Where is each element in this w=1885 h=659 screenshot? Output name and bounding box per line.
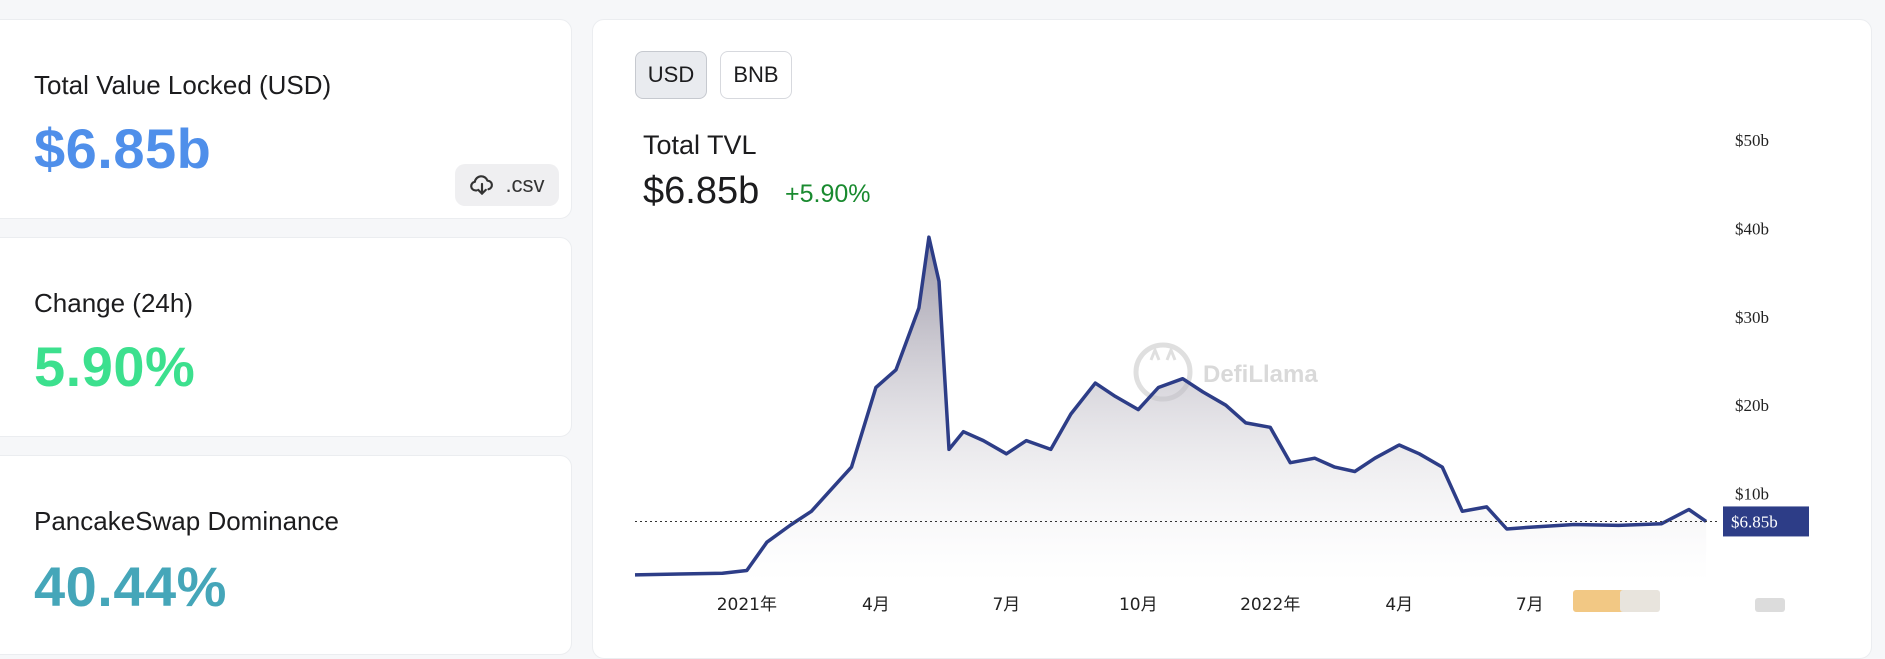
tvl-value: $6.85b: [34, 117, 212, 180]
x-tick-label: 4月: [862, 595, 890, 615]
download-csv-button[interactable]: .csv: [455, 164, 559, 206]
change-value: 5.90%: [34, 335, 196, 398]
change-card: Change (24h) 5.90%: [0, 237, 572, 437]
denomination-usd-button[interactable]: USD: [635, 51, 707, 99]
blurred-overlay: [1755, 598, 1785, 612]
x-axis: 2021年 4月 7月 10月 2022年 4月 7月: [717, 595, 1544, 615]
x-tick-label: 4月: [1385, 595, 1413, 615]
tvl-chart-card: USD BNB Total TVL $6.85b +5.90% DefiLlam…: [592, 19, 1872, 659]
x-tick-label: 2022年: [1240, 595, 1300, 615]
y-tick-label: $10b: [1735, 485, 1769, 504]
x-tick-label: 2021年: [717, 595, 777, 615]
current-value-tag: $6.85b: [1723, 506, 1809, 537]
y-tick-label: $50b: [1735, 131, 1769, 150]
tvl-label: Total Value Locked (USD): [34, 70, 332, 100]
tvl-area-fill: [635, 237, 1707, 582]
tvl-card: Total Value Locked (USD) $6.85b .csv: [0, 19, 572, 219]
blurred-overlay: [1620, 590, 1660, 612]
change-label: Change (24h): [34, 288, 193, 318]
y-tick-label: $20b: [1735, 396, 1769, 415]
denomination-bnb-button[interactable]: BNB: [720, 51, 792, 99]
dominance-value: 40.44%: [34, 555, 227, 618]
cloud-download-icon: [470, 175, 494, 195]
dominance-card: PancakeSwap Dominance 40.44%: [0, 455, 572, 655]
chart-change-percent: +5.90%: [785, 180, 871, 208]
watermark-text: DefiLlama: [1203, 361, 1318, 388]
x-tick-label: 10月: [1119, 595, 1158, 615]
chart-title: Total TVL: [643, 130, 757, 160]
y-axis: $10b $20b $30b $40b $50b: [1735, 131, 1769, 504]
dominance-label: PancakeSwap Dominance: [34, 506, 339, 536]
csv-label: .csv: [505, 172, 545, 197]
y-tick-label: $30b: [1735, 308, 1769, 327]
tvl-series-line: [634, 235, 1708, 577]
chart-current-value: $6.85b: [643, 170, 760, 212]
x-tick-label: 7月: [1516, 595, 1544, 615]
current-value-tag-text: $6.85b: [1731, 512, 1778, 531]
tvl-area-chart[interactable]: DefiLlama $10b $20b $30b $40b $50b 2021年 4月 7月…: [593, 20, 1873, 640]
x-tick-label: 7月: [992, 595, 1020, 615]
y-tick-label: $40b: [1735, 219, 1769, 238]
